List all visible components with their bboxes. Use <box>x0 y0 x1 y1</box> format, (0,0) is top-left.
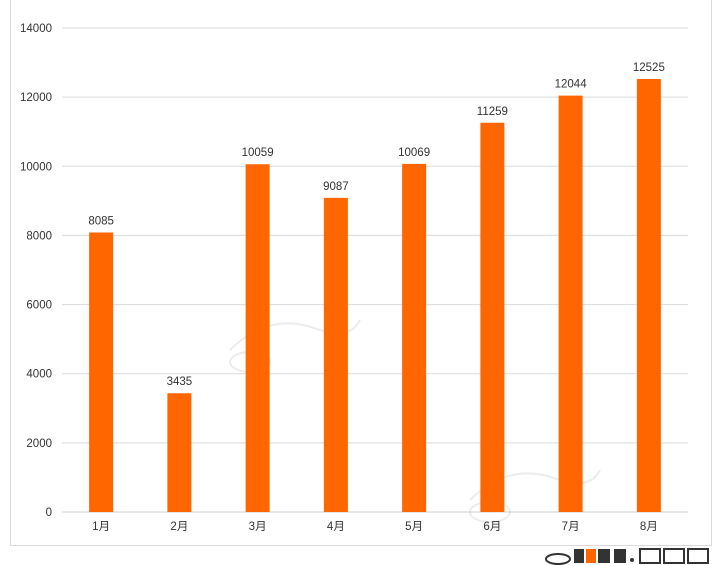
x-tick-label: 2月 <box>170 521 188 533</box>
y-tick-label: 0 <box>46 507 52 519</box>
bar-value-label: 12044 <box>555 79 588 91</box>
y-tick-label: 2000 <box>26 438 52 450</box>
y-tick-label: 8000 <box>26 230 52 242</box>
bar-value-label: 12525 <box>633 62 665 74</box>
x-tick-label: 5月 <box>405 521 423 533</box>
bar-value-label: 9087 <box>323 181 349 193</box>
bar-6 <box>480 122 505 512</box>
bar-3 <box>245 164 270 512</box>
chart-frame <box>10 0 712 546</box>
x-tick-label: 1月 <box>92 521 110 533</box>
y-tick-label: 6000 <box>26 300 52 312</box>
bar-8 <box>636 78 661 512</box>
y-tick-label: 4000 <box>26 369 52 381</box>
bar-value-label: 3435 <box>167 376 193 388</box>
bar-4 <box>323 197 348 512</box>
bar-1 <box>89 232 114 513</box>
bar-value-label: 10059 <box>242 147 274 159</box>
bar-5 <box>402 163 427 513</box>
y-tick-label: 14000 <box>20 23 52 35</box>
y-tick-label: 12000 <box>20 92 52 104</box>
bar-value-label: 10069 <box>398 147 430 159</box>
bar-value-label: 8085 <box>88 215 114 227</box>
bar-value-label: 11259 <box>477 106 508 118</box>
data-labels: 8085 3435 10059 9087 10069 11259 12044 12525 <box>88 62 665 388</box>
x-tick-labels: 1月 2月 3月 4月 5月 6月 7月 8月 <box>92 521 658 533</box>
gridlines <box>62 27 688 513</box>
x-tick-label: 7月 <box>562 521 580 533</box>
x-tick-label: 4月 <box>327 521 345 533</box>
bar-7 <box>558 95 583 513</box>
footer-brand-logo <box>544 545 714 565</box>
brand-logo-icon <box>545 548 709 565</box>
x-tick-label: 6月 <box>483 521 501 533</box>
x-tick-label: 8月 <box>640 521 658 533</box>
y-tick-label: 10000 <box>20 161 52 173</box>
bars-group <box>89 78 661 513</box>
y-tick-labels: 0 2000 4000 6000 8000 10000 12000 14000 <box>20 23 52 519</box>
bar-2 <box>167 393 192 512</box>
x-tick-label: 3月 <box>249 521 267 533</box>
